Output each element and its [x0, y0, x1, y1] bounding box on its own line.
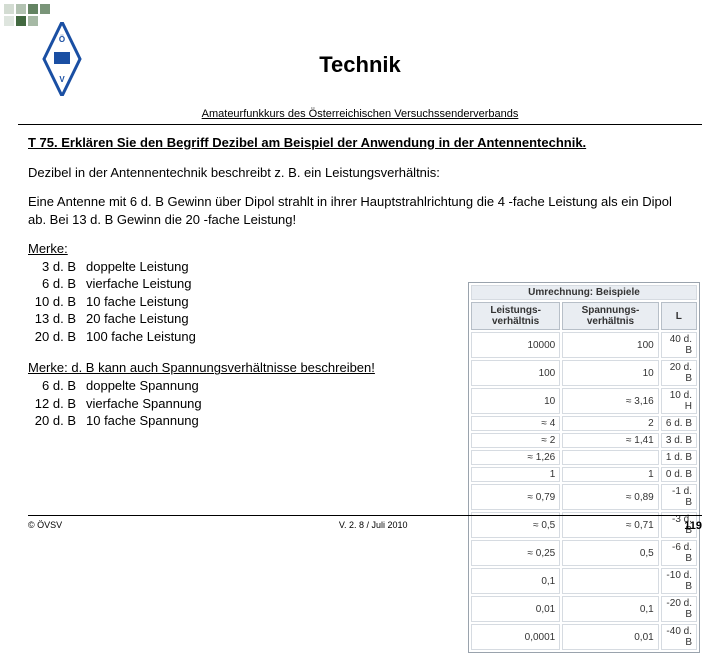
- footer-page-number: 119: [684, 520, 702, 532]
- question-heading: T 75. Erklären Sie den Begriff Dezibel a…: [28, 134, 692, 152]
- footer: © ÖVSV V. 2. 8 / Juli 2010 119: [28, 515, 702, 532]
- table-row: ≈ 426 d. B: [471, 416, 697, 431]
- table-row: ≈ 2≈ 1,413 d. B: [471, 433, 697, 448]
- svg-text:Ö: Ö: [59, 35, 65, 44]
- paragraph-2: Eine Antenne mit 6 d. B Gewinn über Dipo…: [28, 193, 692, 228]
- paragraph-1: Dezibel in der Antennentechnik beschreib…: [28, 164, 692, 182]
- table-row: 1001020 d. B: [471, 360, 697, 386]
- table-caption: Umrechnung: Beispiele: [471, 285, 697, 300]
- merke-leistung-header: Merke:: [28, 240, 692, 258]
- page-title: Technik: [0, 52, 720, 78]
- table-row: 1000010040 d. B: [471, 332, 697, 358]
- divider: [18, 124, 702, 125]
- table-row: ≈ 0,79≈ 0,89-1 d. B: [471, 484, 697, 510]
- page-subtitle: Amateurfunkkurs des Österreichischen Ver…: [0, 108, 720, 120]
- table-row: 10≈ 3,1610 d. H: [471, 388, 697, 414]
- table-row: 0,1-10 d. B: [471, 568, 697, 594]
- footer-version: V. 2. 8 / Juli 2010: [339, 520, 408, 532]
- table-row: 110 d. B: [471, 467, 697, 482]
- table-col-l: L: [661, 302, 697, 330]
- table-row: 0,010,1-20 d. B: [471, 596, 697, 622]
- table-row: 0,00010,01-40 d. B: [471, 624, 697, 650]
- table-col-leistung: Leistungs- verhältnis: [471, 302, 560, 330]
- umrechnung-table: Umrechnung: Beispiele Leistungs- verhält…: [468, 282, 700, 653]
- table-row: ≈ 0,250,5-6 d. B: [471, 540, 697, 566]
- table-col-spannung: Spannungs- verhältnis: [562, 302, 658, 330]
- footer-copyright: © ÖVSV: [28, 520, 62, 532]
- list-item: 3 d. Bdoppelte Leistung: [28, 258, 692, 276]
- table-row: ≈ 1,261 d. B: [471, 450, 697, 465]
